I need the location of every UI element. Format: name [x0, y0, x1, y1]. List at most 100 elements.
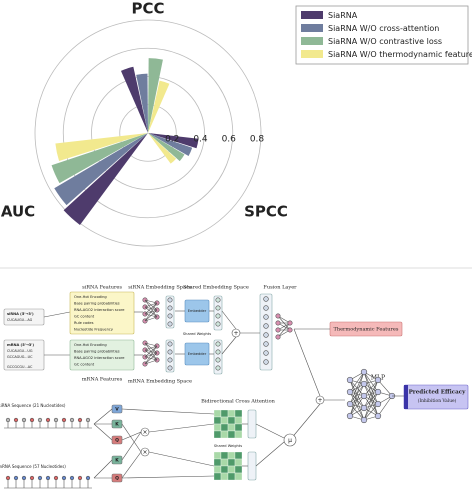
- polar-bar: [55, 133, 148, 162]
- connector: [144, 359, 158, 365]
- connector: [121, 423, 142, 453]
- cell: [215, 349, 221, 355]
- base: [29, 475, 35, 481]
- base: [45, 475, 51, 481]
- heat-cell: [234, 458, 243, 467]
- base: [85, 475, 91, 481]
- diagram-label: siRNA Embedding Space: [128, 285, 191, 291]
- diagram-label: One-Hot Encoding: [74, 343, 107, 347]
- base: [69, 475, 75, 481]
- base: [45, 417, 51, 423]
- neuron: [287, 327, 293, 333]
- connector: [221, 336, 237, 355]
- connector: [144, 345, 158, 365]
- base: [61, 475, 67, 481]
- diagram-label: Embedder: [188, 352, 207, 356]
- grid-circle: [119, 104, 177, 162]
- connector: [144, 345, 158, 358]
- connector: [363, 379, 379, 409]
- diagram-label: K: [115, 458, 119, 464]
- diagram-label: RNA-AGO2 interaction score: [74, 308, 125, 312]
- diagram-label: μ: [288, 437, 292, 444]
- operator-symbol: ×: [142, 429, 147, 436]
- cell: [263, 296, 269, 302]
- connector: [221, 310, 237, 330]
- feature-box: [69, 291, 135, 335]
- heat-cell: [220, 451, 229, 460]
- diagram-label: siRNA (5'→3'): [7, 312, 34, 316]
- vector: [247, 409, 257, 439]
- connector: [93, 423, 113, 441]
- heat-cell: [213, 423, 222, 432]
- polar-bar: [120, 66, 148, 133]
- r-tick-label: 0.8: [250, 135, 265, 145]
- base: [21, 475, 27, 481]
- cell: [263, 305, 269, 311]
- base: [5, 475, 11, 481]
- heat-cell: [220, 458, 229, 467]
- neuron: [346, 388, 354, 396]
- grid-circle: [34, 19, 262, 247]
- connector: [93, 459, 113, 479]
- legend-label: SiaRNA W/O thermodynamic features: [328, 50, 472, 59]
- heat-cell: [227, 423, 236, 432]
- grid-circle: [62, 47, 234, 219]
- connector: [349, 371, 365, 405]
- neuron: [346, 400, 354, 408]
- neuron: [360, 368, 368, 376]
- connector: [144, 342, 158, 347]
- connector: [121, 431, 142, 461]
- polar-bar: [148, 133, 193, 156]
- connector: [363, 379, 379, 421]
- diagram-label: Shared Weights: [183, 332, 211, 336]
- diagram-label: Nucleotide Frequency: [74, 328, 114, 332]
- connector: [349, 371, 365, 393]
- legend-swatch: [301, 37, 323, 45]
- heat-cell: [227, 416, 236, 425]
- heat-cell: [213, 451, 222, 460]
- neuron: [360, 380, 368, 388]
- vector: [165, 339, 175, 373]
- polar-bar: [54, 133, 148, 206]
- heat-cell: [220, 409, 229, 418]
- legend-label: SiaRNA W/O cross-attention: [328, 24, 439, 33]
- legend-swatch: [301, 50, 323, 58]
- heat-cell: [213, 465, 222, 474]
- heat-cell: [220, 423, 229, 432]
- connector: [349, 371, 365, 417]
- category-label: SPCC: [244, 203, 288, 221]
- heat-cell: [234, 465, 243, 474]
- heat-cell: [220, 430, 229, 439]
- heat-cell: [227, 472, 236, 481]
- heat-cell: [227, 430, 236, 439]
- cell: [167, 341, 173, 347]
- operator-symbol: +: [233, 330, 238, 337]
- connector: [148, 451, 215, 467]
- cell: [215, 365, 221, 371]
- connector: [363, 391, 379, 421]
- vector: [247, 451, 257, 481]
- diagram-label: (Inhibition Value): [418, 399, 457, 404]
- cell: [215, 297, 221, 303]
- diagram-label: RNA-AGO2 interaction score: [74, 356, 125, 360]
- base: [61, 417, 67, 423]
- neuron: [275, 320, 281, 326]
- base: [53, 417, 59, 423]
- heat-cell: [234, 430, 243, 439]
- diagram-label: mRNA Embedding Space: [128, 379, 192, 385]
- heat-cell: [213, 472, 222, 481]
- polar-bar: [148, 133, 177, 164]
- base: [5, 417, 11, 423]
- diagram-label: K: [115, 422, 119, 428]
- diagram-label: Base pairing probabilities: [74, 350, 120, 354]
- cell: [263, 359, 269, 365]
- connector: [144, 309, 158, 322]
- diagram-label: Q: [115, 476, 119, 482]
- connector: [289, 403, 321, 441]
- neuron: [374, 388, 382, 396]
- connector: [121, 475, 215, 479]
- polar-bar: [51, 133, 149, 184]
- diagram-label: Bidirectional Cross Attention: [201, 399, 276, 405]
- cell: [263, 314, 269, 320]
- r-tick-label: 0.6: [222, 135, 237, 145]
